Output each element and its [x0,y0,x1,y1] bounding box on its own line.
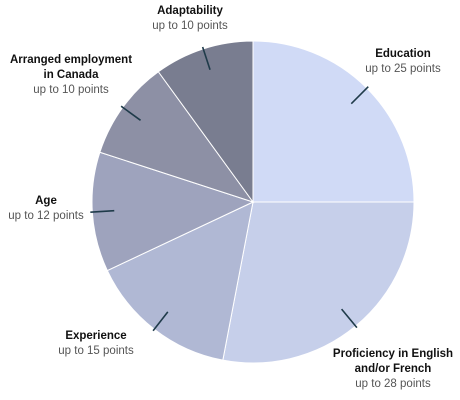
label-education-points: up to 25 points [365,63,441,75]
label-proficiency-name-line2: and/or French [354,363,432,375]
label-experience-name: Experience [65,330,127,342]
label-experience: Experience up to 15 points [44,329,148,359]
label-age-points: up to 12 points [8,210,84,222]
leader-line-age [90,209,115,214]
label-education-name: Education [375,48,431,60]
label-experience-points: up to 15 points [58,345,134,357]
leader-line-education [350,86,369,105]
label-proficiency-name: Proficiency in English [332,348,454,360]
label-arranged-employment: Arranged employment in Canada up to 10 p… [0,53,142,98]
leader-line-adaptability [201,46,211,71]
slice-proficiency [222,201,415,364]
label-adaptability-name: Adaptability [157,5,223,17]
label-arranged-employment-name: Arranged employment [9,54,133,66]
label-age-name: Age [35,195,57,207]
label-arranged-employment-points: up to 10 points [33,84,109,96]
label-education: Education up to 25 points [348,47,458,77]
label-age: Age up to 12 points [2,194,90,224]
label-proficiency-points: up to 28 points [355,378,431,390]
leader-line-arranged-employment [120,105,142,121]
leader-line-experience [152,311,169,332]
leader-line-proficiency [340,308,358,329]
label-proficiency: Proficiency in English and/or French up … [326,347,460,392]
label-arranged-employment-name-line2: in Canada [43,69,99,81]
label-adaptability: Adaptability up to 10 points [130,4,250,34]
label-adaptability-points: up to 10 points [152,20,228,32]
